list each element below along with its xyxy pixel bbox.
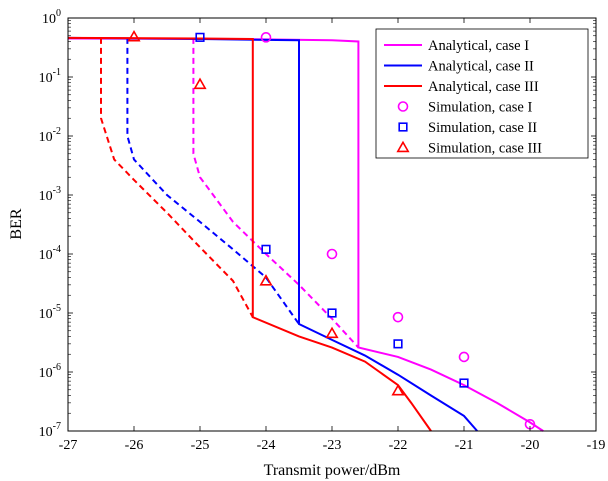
- legend-entry-label: Analytical, case I: [428, 38, 529, 54]
- data-point-square: [327, 308, 337, 318]
- plot-frame: [67, 17, 597, 432]
- y-tick-label: 10-6: [39, 362, 61, 381]
- x-tick-label: -27: [59, 438, 78, 453]
- legend-entry-label: Simulation, case III: [428, 141, 542, 157]
- data-point-triangle: [127, 29, 141, 42]
- x-axis-label: Transmit power/dBm: [264, 462, 401, 479]
- data-point-circle: [326, 248, 338, 260]
- x-tick-label: -22: [389, 438, 408, 453]
- series-6: [127, 29, 405, 396]
- data-point-circle: [260, 32, 272, 43]
- x-tick-label: -20: [521, 438, 540, 453]
- y-tick-label: 10-2: [39, 126, 61, 145]
- legend: Analytical, case I Analytical, case II Ana…: [375, 28, 589, 159]
- series-dashed-line: [192, 37, 360, 349]
- data-point-square: [195, 32, 205, 42]
- series-dashed-line: [126, 37, 300, 325]
- series-dashed-line: [100, 37, 254, 318]
- data-point-triangle: [391, 383, 405, 396]
- data-point-square: [393, 339, 403, 349]
- legend-marker-swatch: [398, 122, 408, 132]
- tick-layer: -27 -26 -25 -24 -23 -22 -21 -20 -19 100 10-1 10-2 10…: [39, 8, 606, 453]
- y-tick-label: 10-3: [39, 185, 61, 204]
- x-tick-label: -26: [125, 438, 144, 453]
- data-point-triangle: [259, 274, 273, 286]
- series-4: [260, 32, 536, 430]
- y-tick-label: 100: [42, 8, 61, 27]
- legend-marker-swatch: [396, 140, 410, 153]
- data-point-circle: [392, 311, 404, 323]
- y-tick-label: 10-1: [39, 67, 61, 86]
- x-tick-label: -25: [191, 438, 210, 453]
- legend-entry-label: Simulation, case I: [428, 100, 532, 116]
- data-point-triangle: [193, 77, 207, 90]
- x-tick-label: -23: [323, 438, 342, 453]
- legend-entry-label: Analytical, case II: [428, 59, 534, 75]
- data-point-square: [459, 378, 469, 388]
- series-solid-line: [67, 36, 432, 432]
- series-5: [195, 32, 469, 388]
- y-tick-label: 10-7: [39, 421, 61, 440]
- y-tick-label: 10-5: [39, 303, 61, 322]
- x-tick-label: -19: [587, 438, 606, 453]
- legend-entry-label: Analytical, case III: [428, 79, 539, 95]
- legend-entry-label: Simulation, case II: [428, 120, 537, 136]
- y-tick-label: 10-4: [39, 244, 61, 263]
- x-tick-label: -21: [455, 438, 474, 453]
- series-layer: [67, 29, 544, 432]
- data-point-circle: [458, 351, 470, 363]
- legend-marker-swatch: [397, 101, 409, 112]
- y-axis-label: BER: [8, 208, 25, 239]
- series-3: [67, 36, 432, 432]
- data-point-square: [261, 244, 271, 254]
- legend-box: [375, 28, 589, 159]
- data-point-triangle: [325, 326, 339, 339]
- x-tick-label: -24: [257, 438, 276, 453]
